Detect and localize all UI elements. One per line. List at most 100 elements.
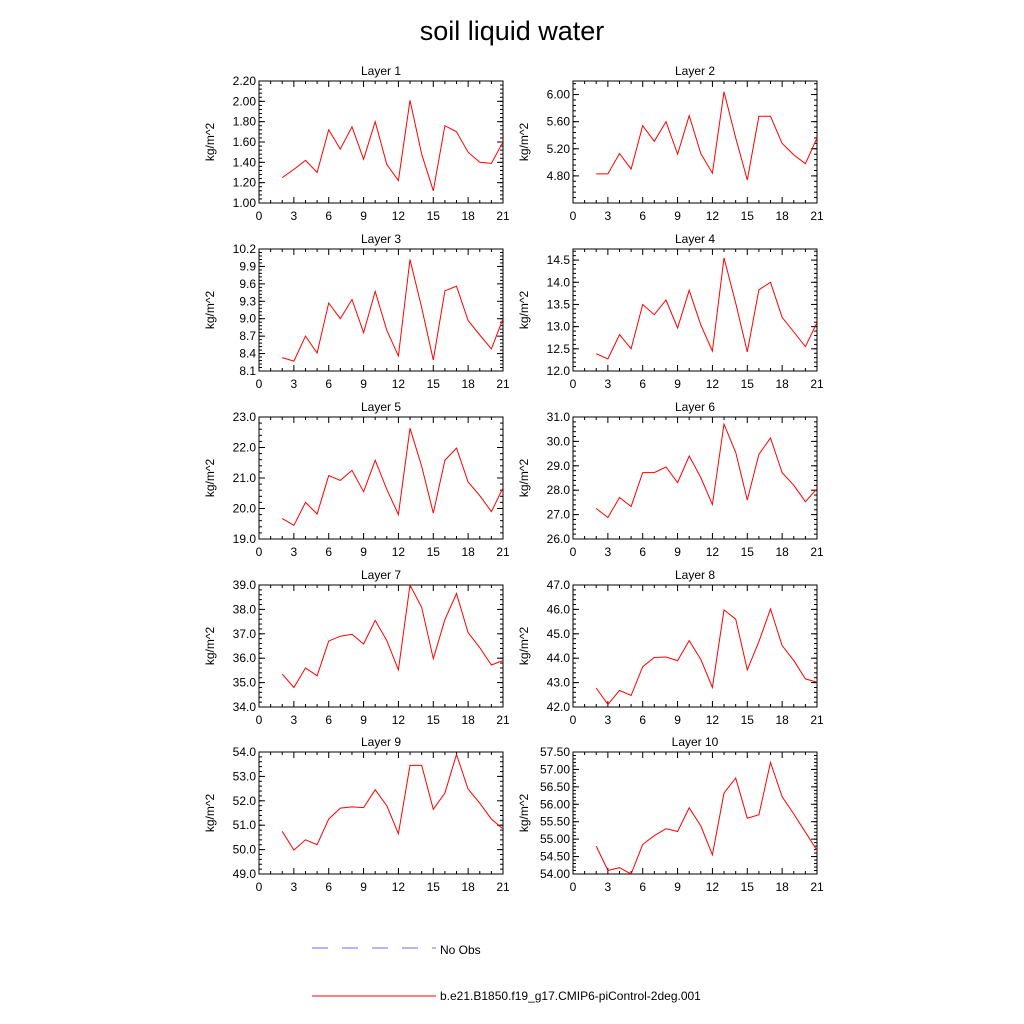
y-tick-label: 9.0 [239,312,256,326]
x-tick-label: 9 [360,377,367,391]
x-tick-label: 3 [605,545,612,559]
y-tick-label: 36.0 [233,651,257,665]
x-tick-label: 12 [706,713,720,727]
plot-frame [572,416,818,540]
x-tick-label: 0 [256,545,263,559]
plot-frame [572,80,818,204]
legend-obs-label: No Obs [440,943,481,957]
y-tick-label: 47.0 [547,578,571,592]
x-tick-label: 3 [291,880,298,894]
series-line [282,259,503,362]
series-line [281,585,503,689]
y-tick-label: 35.0 [233,676,257,690]
x-tick-label: 9 [674,545,681,559]
x-tick-label: 21 [496,545,510,559]
x-tick-label: 0 [570,713,577,727]
x-tick-label: 12 [392,377,406,391]
y-axis-label: kg/m^2 [517,123,531,162]
series-line [281,100,503,191]
y-tick-label: 44.0 [547,651,571,665]
x-tick-label: 3 [291,713,298,727]
series-line [596,91,817,181]
x-tick-label: 15 [427,377,441,391]
panel-layer-5: Layer 5 0 3 6 9 12 15 18 21 19.0 20.0 21.0 22.0 23.0 k… [203,400,510,559]
x-tick-label: 12 [706,545,720,559]
x-tick-label: 9 [360,880,367,894]
y-tick-label: 9.9 [239,259,256,273]
panel-layer-7: Layer 7 0 3 6 9 12 15 18 21 34.0 35.0 36.0 37.0 38.0 3… [203,568,510,727]
series-line [281,428,503,526]
y-tick-label: 51.0 [233,818,257,832]
x-tick-label: 12 [392,209,406,223]
y-tick-label: 50.0 [233,843,257,857]
y-tick-label: 5.60 [547,115,571,129]
y-tick-label: 19.0 [233,532,257,546]
y-tick-label: 43.0 [547,676,571,690]
panel-title: Layer 6 [675,400,715,414]
y-tick-label: 27.0 [547,508,571,522]
panel-layer-6: Layer 6 0 3 6 9 12 15 18 21 26.0 27.0 28.0 29.0 30.0 3… [517,400,824,559]
y-tick-label: 5.20 [547,142,571,156]
x-tick-label: 18 [775,880,789,894]
x-tick-label: 9 [674,377,681,391]
panel-title: Layer 4 [675,232,715,246]
y-tick-label: 1.60 [233,135,257,149]
y-tick-label: 1.40 [233,155,257,169]
x-tick-label: 6 [325,713,332,727]
x-tick-label: 15 [427,713,441,727]
panel-layer-2: Layer 2 0 3 6 9 12 15 18 21 4.80 5.20 5.60 6.00 kg/m^… [517,64,824,223]
panel-title: Layer 5 [361,400,401,414]
x-tick-label: 21 [496,713,510,727]
y-tick-label: 54.00 [540,867,570,881]
x-tick-label: 0 [256,209,263,223]
y-axis-label: kg/m^2 [203,459,217,498]
panel-title: Layer 7 [361,568,401,582]
y-tick-label: 21.0 [233,471,257,485]
x-tick-label: 15 [741,713,755,727]
plot-frame [258,248,504,372]
x-tick-label: 18 [775,377,789,391]
x-tick-label: 3 [291,545,298,559]
panel-layer-3: Layer 3 0 3 6 9 12 15 18 21 8.1 8.4 8.7 9.0 9.3 9.6 9.9… [203,232,510,391]
y-tick-label: 54.50 [540,850,570,864]
panel-layer-8: Layer 8 0 3 6 9 12 15 18 21 42.0 43.0 44.0 45.0 46.0 4… [517,568,824,727]
y-tick-label: 45.0 [547,627,571,641]
x-tick-label: 15 [741,377,755,391]
plot-frame [572,584,818,708]
x-tick-label: 6 [639,880,646,894]
y-tick-label: 1.00 [233,196,257,210]
x-tick-label: 6 [325,377,332,391]
panel-title: Layer 10 [672,735,719,749]
y-tick-label: 1.20 [233,176,257,190]
x-tick-label: 18 [775,209,789,223]
x-tick-label: 3 [605,209,612,223]
y-tick-label: 8.7 [239,329,256,343]
x-tick-label: 12 [392,880,406,894]
series-line [595,760,817,874]
y-tick-label: 37.0 [233,627,257,641]
y-axis-label: kg/m^2 [203,627,217,666]
y-tick-label: 49.0 [233,867,257,881]
x-tick-label: 6 [639,545,646,559]
x-tick-label: 0 [570,209,577,223]
x-tick-label: 0 [570,545,577,559]
series-line [595,607,817,706]
y-axis-label: kg/m^2 [203,794,217,833]
y-tick-label: 12.5 [547,342,571,356]
x-tick-label: 3 [605,880,612,894]
panel-layer-1: Layer 1 0 3 6 9 12 15 18 21 1.00 1.20 1.40 1.60 1.80 2… [203,64,510,223]
x-tick-label: 18 [461,209,475,223]
x-tick-label: 21 [810,880,824,894]
y-tick-label: 55.00 [540,832,570,846]
panels: Layer 10 3 6 9 12 15 18 211.001.201.401.601.802… [203,64,824,894]
x-tick-label: 18 [461,377,475,391]
panel-title: Layer 9 [361,735,401,749]
x-tick-label: 18 [461,713,475,727]
panel-layer-10: Layer 10 0 3 6 9 12 15 18 21 54.00 54.50 55.00 55.50… [517,735,824,894]
x-tick-label: 0 [256,880,263,894]
y-tick-label: 42.0 [547,700,571,714]
panel-title: Layer 1 [361,64,401,78]
legend-model-label: b.e21.B1850.f19_g17.CMIP6-piControl-2deg… [440,989,701,1003]
y-tick-label: 26.0 [547,532,571,546]
y-tick-label: 56.00 [540,797,570,811]
